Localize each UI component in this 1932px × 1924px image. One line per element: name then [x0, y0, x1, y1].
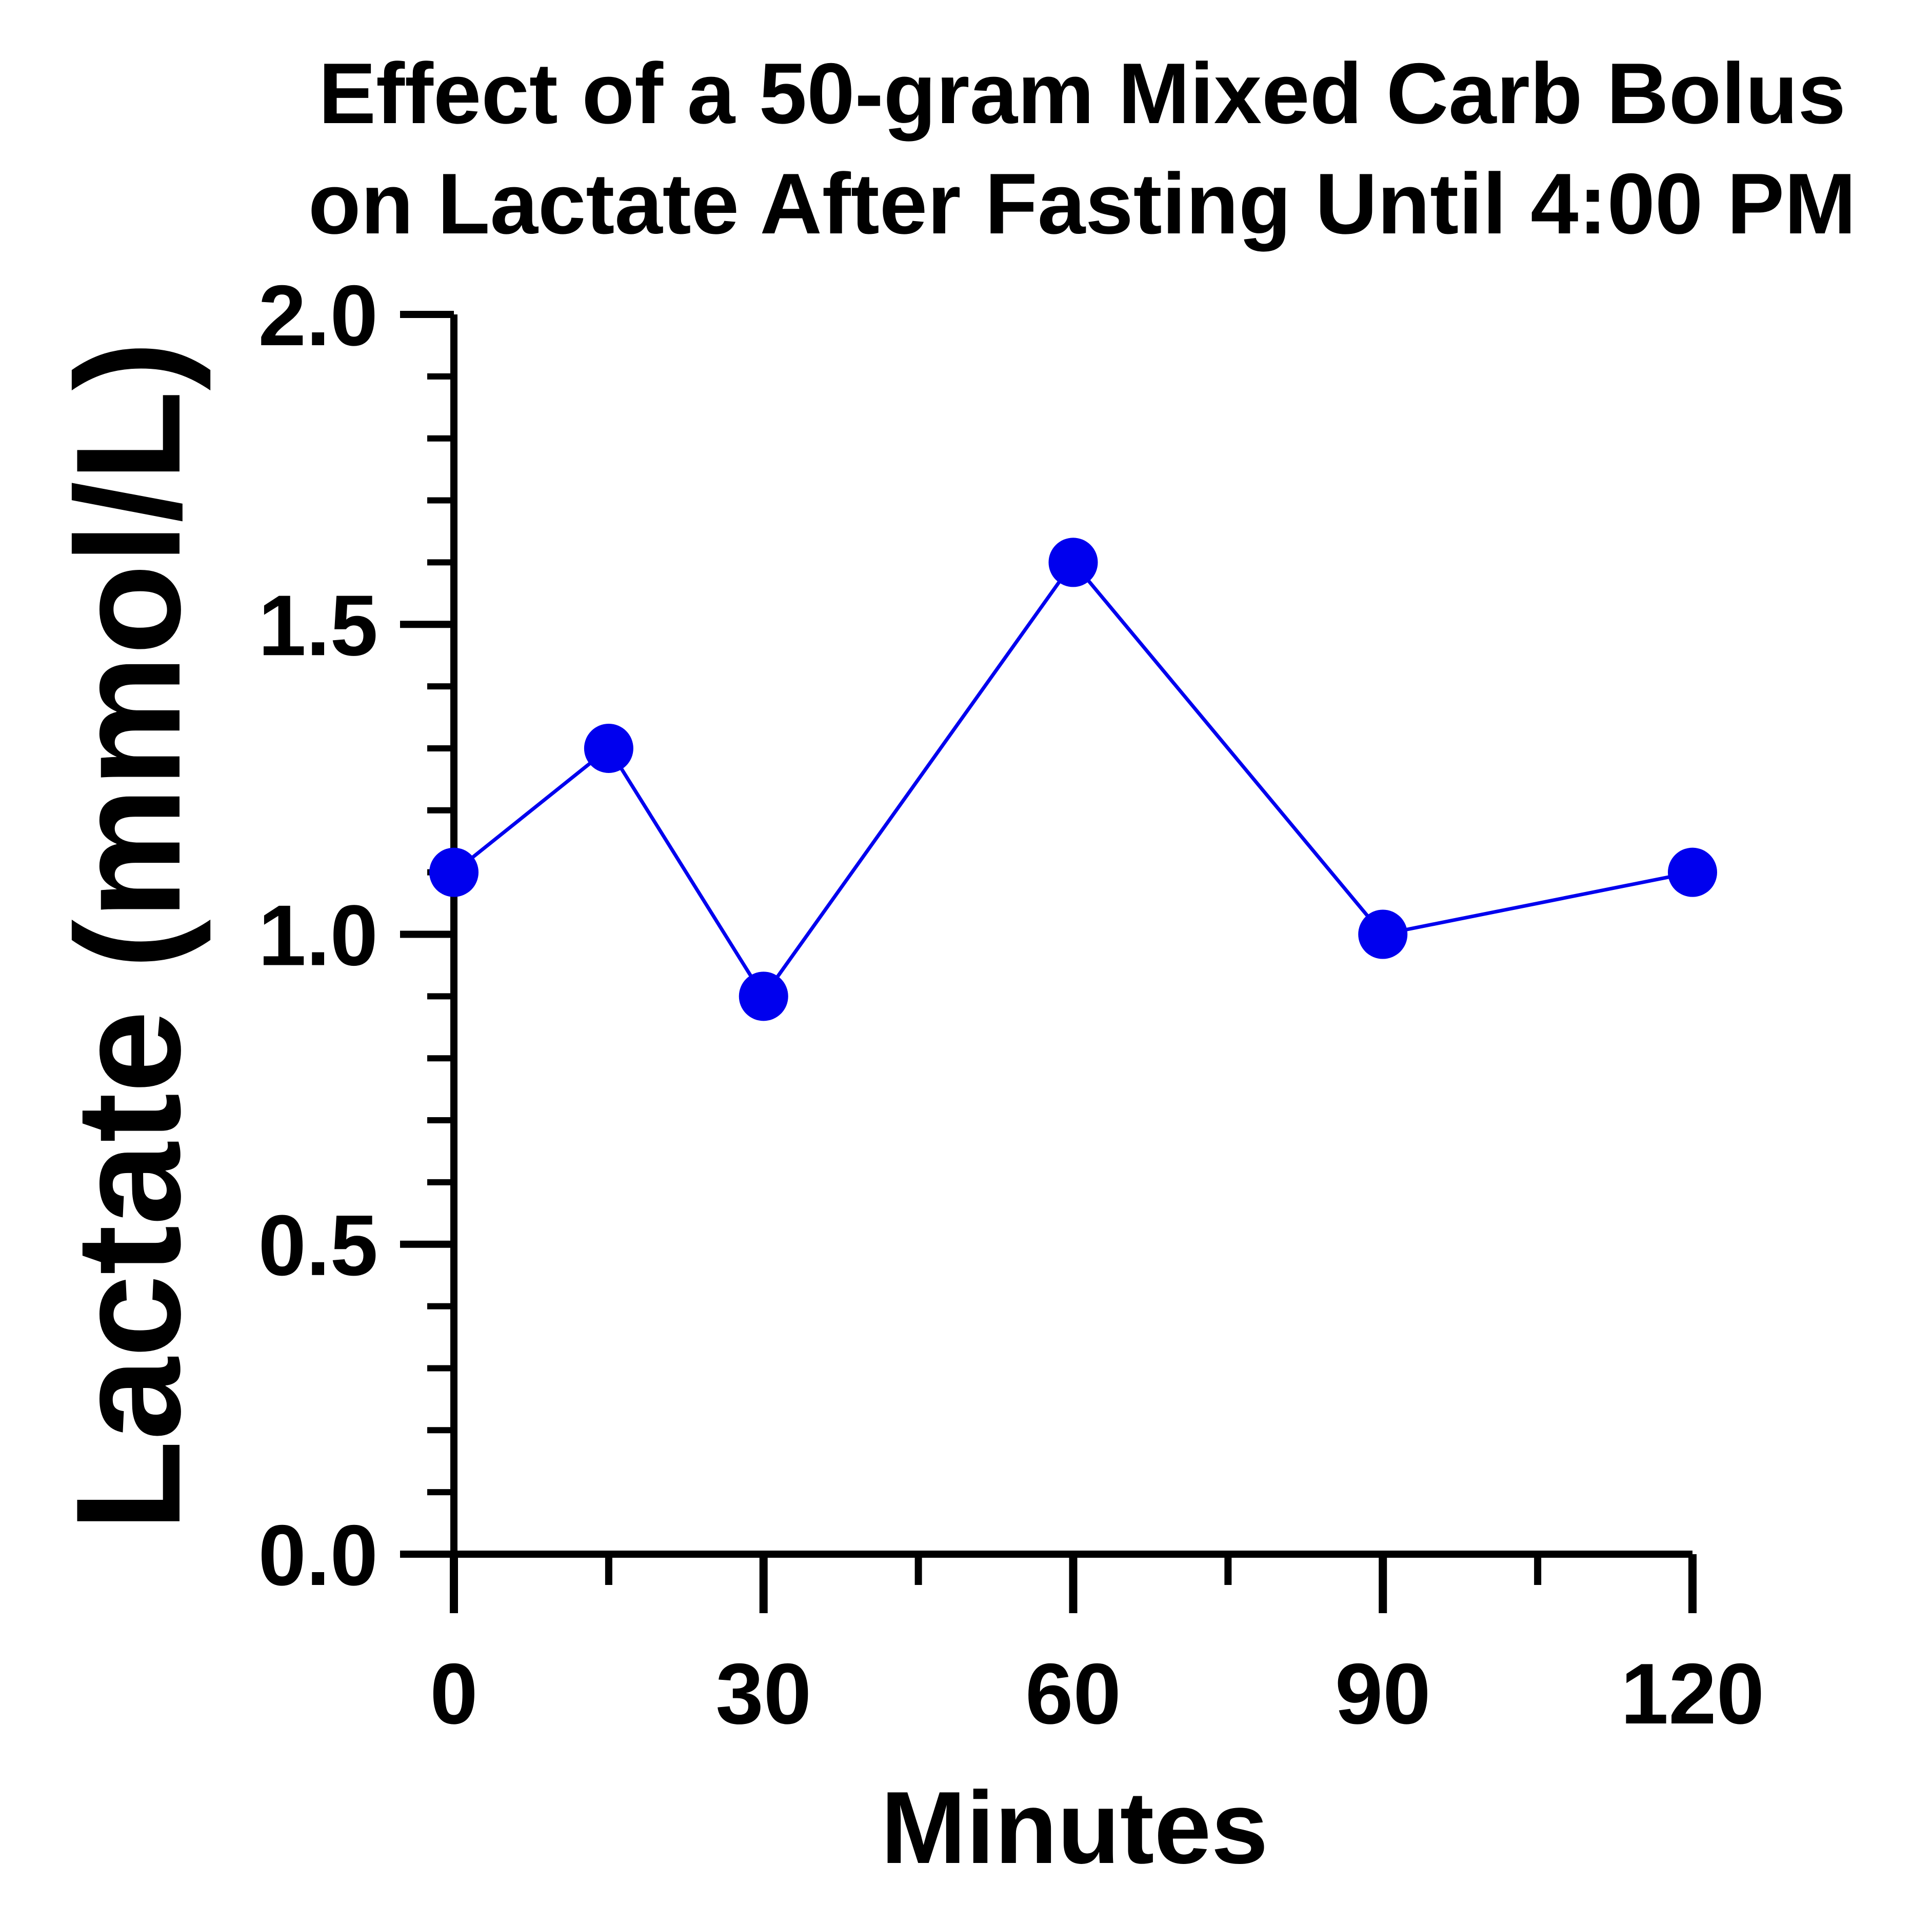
y-tick-label: 0.5: [258, 1197, 378, 1294]
series-layer: [429, 538, 1717, 1021]
y-axis-title: Lactate (mmol/L): [45, 341, 212, 1531]
x-tick-label: 60: [1025, 1645, 1121, 1742]
chart-title-line-2: on Lactate After Fasting Until 4:00 PM: [308, 155, 1856, 252]
x-axis: 0 30 60 90 120: [430, 1551, 1764, 1742]
data-point: [1358, 909, 1408, 959]
y-axis: 0.0 0.5 1.0 1.5 2.0: [258, 267, 457, 1603]
data-point: [1048, 538, 1098, 587]
data-point: [429, 847, 479, 897]
x-tick-label: 30: [715, 1645, 811, 1742]
data-point: [1668, 847, 1717, 897]
data-point: [739, 971, 788, 1021]
chart-title-line-1: Effect of a 50-gram Mixed Carb Bolus: [318, 45, 1846, 142]
y-tick-label: 1.5: [258, 577, 378, 673]
x-axis-title: Minutes: [881, 1771, 1268, 1885]
y-tick-label: 1.0: [258, 887, 378, 984]
x-tick-label: 0: [430, 1645, 477, 1742]
x-tick-label: 120: [1621, 1645, 1764, 1742]
data-point: [584, 723, 633, 773]
y-tick-label: 2.0: [258, 267, 378, 364]
x-tick-label: 90: [1335, 1645, 1431, 1742]
y-tick-label: 0.0: [258, 1507, 378, 1603]
chart-title: Effect of a 50-gram Mixed Carb Bolus on …: [308, 45, 1856, 252]
series-line: [452, 560, 1693, 998]
